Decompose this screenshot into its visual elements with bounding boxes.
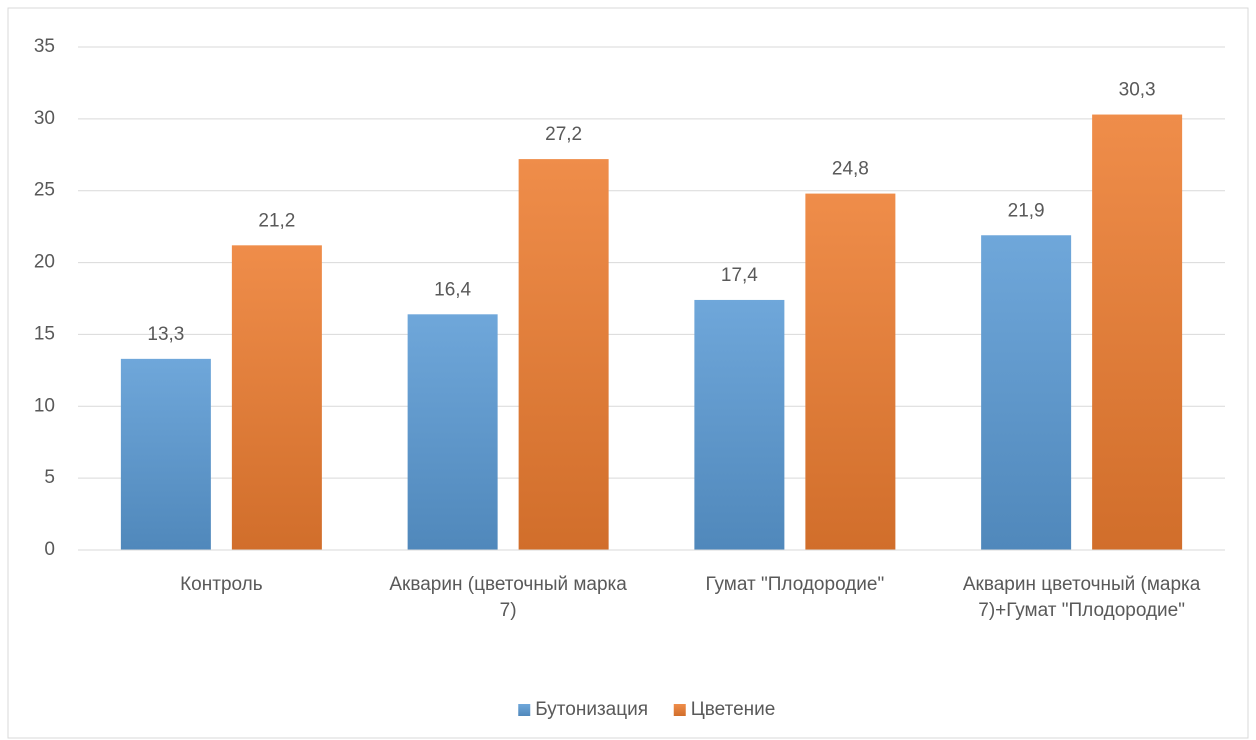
data-label: 17,4: [721, 265, 758, 286]
legend-swatch: [673, 704, 686, 716]
data-label: 13,3: [147, 324, 184, 345]
legend-label: Бутонизация: [535, 699, 648, 720]
y-tick-label: 25: [34, 180, 55, 201]
y-tick-label: 10: [34, 395, 55, 416]
y-tick-label: 0: [44, 539, 55, 560]
x-tick-label: Гумат "Плодородие": [705, 574, 885, 595]
y-tick-label: 15: [34, 323, 55, 344]
bar: [120, 358, 211, 550]
data-label: 21,9: [1008, 200, 1045, 221]
bar: [231, 245, 322, 550]
y-tick-label: 20: [34, 252, 55, 273]
data-label: 21,2: [258, 210, 295, 231]
x-tick-label: Акварин цветочный (марка 7)+Гумат "Плодо…: [962, 574, 1201, 621]
data-label: 30,3: [1119, 80, 1156, 101]
bar: [518, 159, 609, 550]
bar: [1092, 114, 1183, 550]
bar: [694, 299, 785, 550]
y-tick-label: 5: [44, 467, 55, 488]
bar: [805, 193, 896, 551]
x-tick-label: Акварин (цветочный марка 7): [389, 574, 627, 621]
bar: [981, 235, 1072, 550]
x-tick-label: Контроль: [180, 574, 263, 595]
data-label: 24,8: [832, 159, 869, 180]
legend-swatch: [518, 704, 531, 716]
data-label: 27,2: [545, 124, 582, 145]
data-label: 16,4: [434, 279, 471, 300]
legend-label: Цветение: [691, 699, 776, 720]
y-tick-label: 35: [34, 36, 55, 57]
bar: [407, 314, 498, 550]
y-tick-label: 30: [34, 108, 55, 129]
